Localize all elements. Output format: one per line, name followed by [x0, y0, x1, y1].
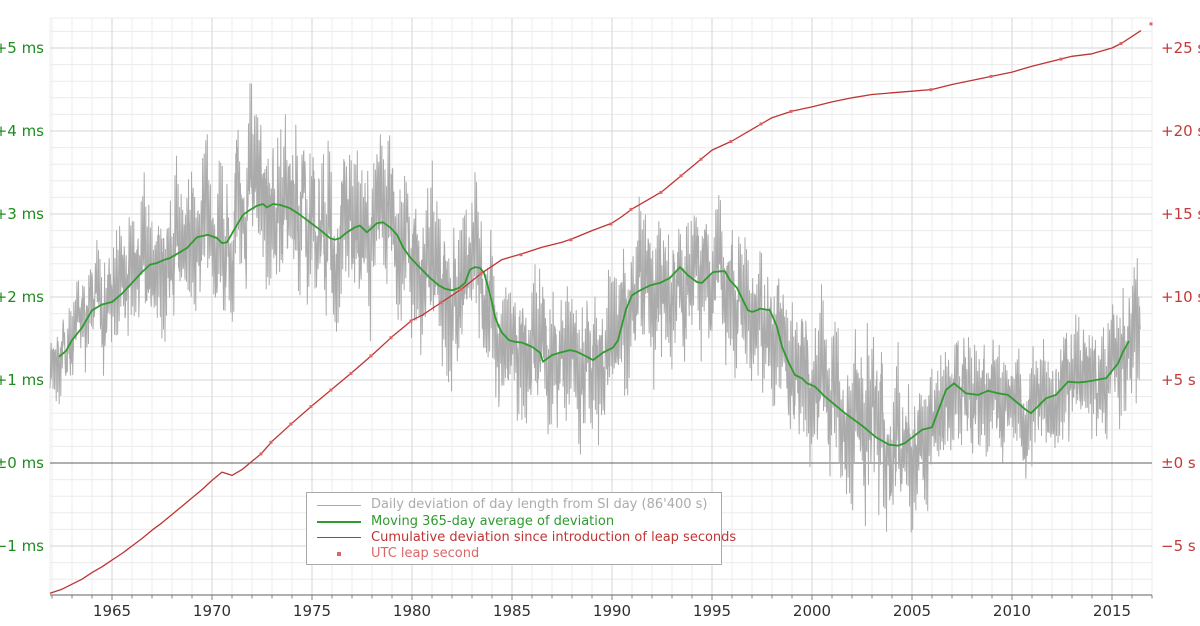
- y-axis-left-tick-label: +2 ms: [0, 288, 44, 306]
- utc-leap-second-marker: [309, 405, 313, 409]
- y-axis-left-tick-label: ±0 ms: [0, 454, 44, 472]
- y-axis-left-tick-label: +1 ms: [0, 371, 44, 389]
- daily-deviation-line-swatch: [317, 504, 361, 506]
- legend-row-daily-deviation: Daily deviation of day length from SI da…: [307, 497, 721, 513]
- x-axis-tick-label: 2010: [993, 602, 1031, 620]
- y-axis-right-tick-label: +15 s: [1161, 205, 1200, 223]
- utc-leap-second-marker: [349, 371, 353, 375]
- x-axis-tick-label: 1985: [493, 602, 531, 620]
- y-axis-right-tick-label: ±0 s: [1161, 454, 1196, 472]
- legend-row-cumulative-deviation: Cumulative deviation since introduction …: [307, 530, 736, 546]
- y-axis-right-tick-label: +5 s: [1161, 371, 1196, 389]
- x-axis-tick-label: 1990: [593, 602, 631, 620]
- utc-leap-second-marker: [679, 174, 683, 178]
- daily-deviation-series: [49, 83, 1141, 533]
- legend-label-utc-leap-second: UTC leap second: [371, 546, 480, 562]
- utc-leap-second-marker: [519, 253, 523, 257]
- x-axis-tick-label: 2000: [793, 602, 831, 620]
- utc-leap-second-marker: [269, 440, 273, 444]
- utc-leap-second-marker: [389, 336, 393, 340]
- legend: Daily deviation of day length from SI da…: [306, 492, 736, 565]
- utc-leap-second-marker: [989, 74, 993, 78]
- utc-leap-second-marker: [759, 122, 763, 126]
- utc-leap-second-marker: [699, 157, 703, 161]
- utc-leap-second-marker: [609, 222, 613, 226]
- utc-leap-second-marker: [289, 422, 293, 426]
- utc-leap-second-marker: [459, 288, 463, 291]
- y-axis-right-tick-label: +20 s: [1161, 122, 1200, 140]
- utc-leap-second-marker: [1059, 57, 1063, 61]
- x-axis-tick-label: 1965: [93, 602, 131, 620]
- utc-leap-second-marker: [409, 319, 413, 323]
- x-axis-tick-label: 1980: [393, 602, 431, 620]
- y-axis-right-tick-label: −5 s: [1161, 537, 1196, 555]
- legend-label-moving-average: Moving 365-day average of deviation: [371, 513, 615, 529]
- x-axis-tick-label: 1970: [193, 602, 231, 620]
- utc-leap-second-marker: [479, 272, 483, 276]
- y-axis-left-tick-label: +4 ms: [0, 122, 44, 140]
- y-axis-right-tick-label: +10 s: [1161, 288, 1200, 306]
- utc-leap-second-marker: [1119, 42, 1123, 45]
- utc-leap-second-marker: [329, 388, 333, 392]
- utc-leap-second-marker: [929, 88, 933, 92]
- utc-leap-second-marker: [369, 354, 373, 358]
- utc-leap-second-marker: [439, 301, 443, 305]
- cumulative-deviation-line-swatch: [317, 537, 361, 539]
- utc-leap-second-marker: [629, 207, 633, 211]
- legend-row-utc-leap-second: UTC leap second: [307, 546, 721, 562]
- utc-leap-second-marker: [569, 238, 573, 242]
- y-axis-left-tick-label: +5 ms: [0, 39, 44, 57]
- moving-average-series: [58, 203, 1130, 447]
- utc-leap-second-marker: [789, 109, 793, 113]
- x-axis-tick-label: 1975: [293, 602, 331, 620]
- utc-leap-second-marker: [1149, 22, 1153, 26]
- utc-leap-second-marker: [259, 452, 263, 456]
- cumulative-deviation-series: [49, 30, 1142, 594]
- x-axis-tick-label: 2015: [1093, 602, 1131, 620]
- x-axis-tick-label: 1995: [693, 602, 731, 620]
- utc-leap-second-marker-swatch: [337, 552, 341, 557]
- y-axis-left-tick-label: +3 ms: [0, 205, 44, 223]
- moving-average-line-swatch: [317, 520, 361, 523]
- x-axis-tick-label: 2005: [893, 602, 931, 620]
- legend-row-moving-average: Moving 365-day average of deviation: [307, 513, 721, 529]
- y-axis-right-tick-label: +25 s: [1161, 39, 1200, 57]
- legend-label-daily-deviation: Daily deviation of day length from SI da…: [371, 497, 708, 513]
- utc-leap-second-marker: [729, 140, 733, 143]
- legend-label-cumulative-deviation: Cumulative deviation since introduction …: [371, 529, 737, 545]
- utc-leap-second-marker: [659, 190, 663, 194]
- y-axis-left-tick-label: −1 ms: [0, 537, 44, 555]
